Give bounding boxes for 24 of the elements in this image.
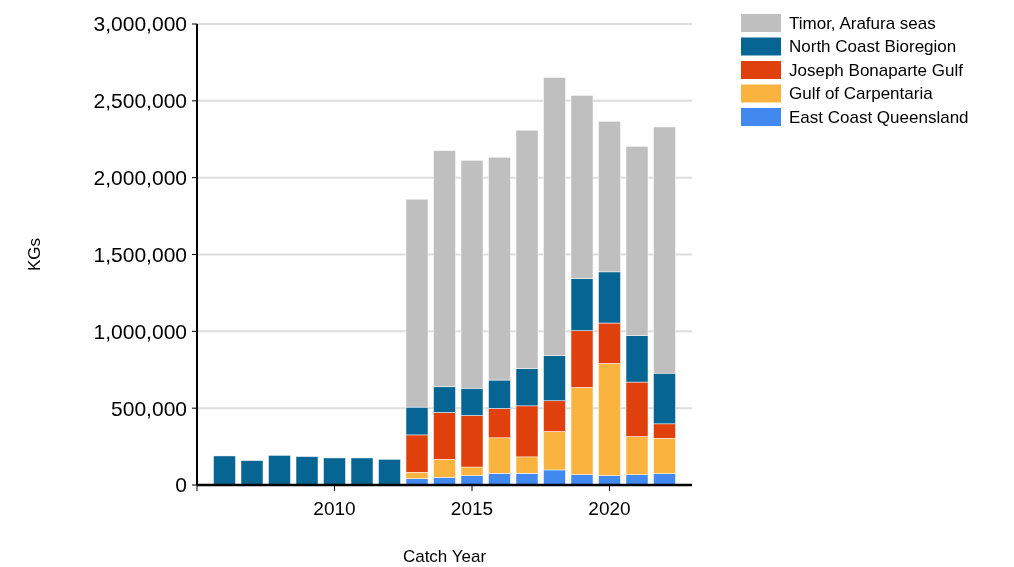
y-tick-label: 1,000,000 — [93, 319, 187, 343]
legend-label: East Coast Queensland — [789, 107, 969, 127]
bar — [350, 457, 374, 486]
bar — [240, 460, 264, 486]
y-tick-label: 3,000,000 — [93, 12, 187, 36]
x-tick-label: 2010 — [313, 498, 356, 519]
y-axis-title: KGs — [25, 237, 44, 272]
x-axis-title: Catch Year — [402, 547, 487, 566]
bar — [213, 455, 236, 486]
y-tick-label: 2,000,000 — [93, 166, 187, 190]
bar — [268, 455, 291, 486]
legend-label: Joseph Bonaparte Gulf — [789, 60, 964, 80]
legend-label: Timor, Arafura seas — [789, 13, 936, 33]
x-tick-label: 2020 — [588, 498, 631, 519]
x-tick-label: 2015 — [450, 498, 494, 519]
y-tick-label: 2,500,000 — [93, 89, 187, 113]
y-tick-label: 500,000 — [111, 396, 187, 420]
bar — [323, 457, 346, 486]
bar — [378, 459, 401, 486]
bar — [295, 456, 319, 486]
y-tick-label: 1,500,000 — [93, 242, 187, 266]
legend-label: Gulf of Carpentaria — [789, 84, 934, 104]
y-tick-label: 0 — [175, 473, 187, 497]
legend-label: North Coast Bioregion — [789, 37, 957, 57]
